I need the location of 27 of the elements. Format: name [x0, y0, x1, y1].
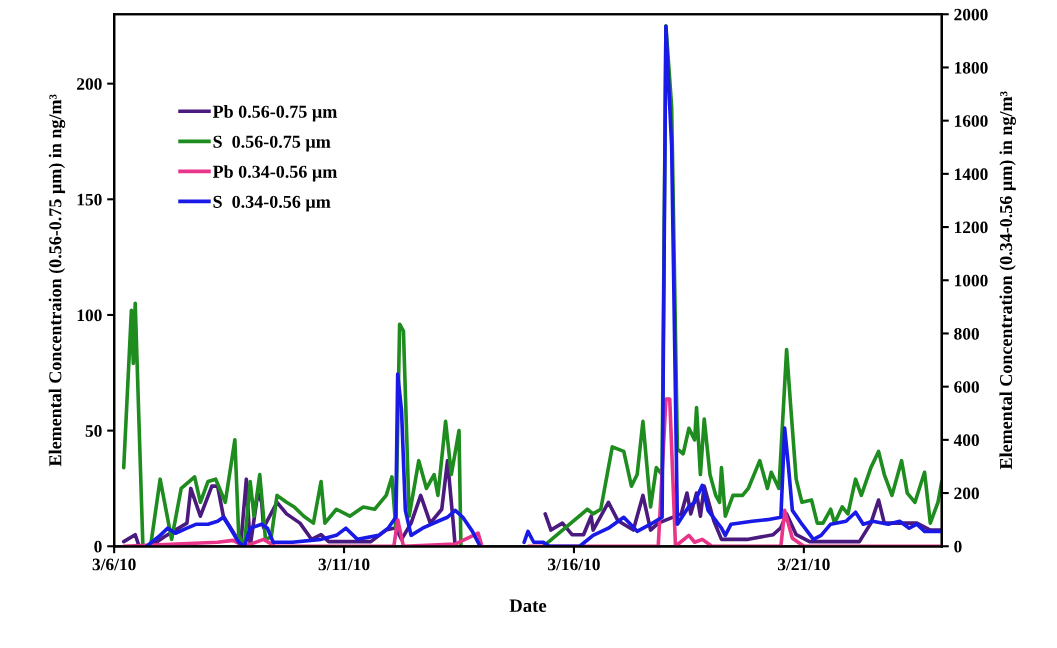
y2-tick-label: 1200 — [954, 221, 988, 234]
x-tick-label: 3/16/10 — [548, 558, 600, 571]
y2-tick-label: 2000 — [954, 8, 988, 21]
y2-tick-label: 800 — [954, 327, 979, 340]
y2-tick-label: 0 — [954, 540, 962, 553]
y2-axis-title: Elemental Concentration (0.34-0.56 µm) in ng/m³ — [999, 91, 1016, 470]
y-tick-label: 0 — [94, 540, 102, 553]
y-tick-label: 100 — [77, 309, 102, 322]
y-tick-label: 50 — [85, 425, 102, 437]
y2-tick-label: 1800 — [954, 61, 988, 74]
legend-label: S 0.34-0.56 µm — [213, 195, 331, 212]
y2-tick-label: 1000 — [954, 274, 988, 287]
y-tick-label: 150 — [77, 193, 102, 206]
y2-tick-label: 1400 — [954, 168, 988, 181]
y2-tick-label: 1600 — [954, 115, 988, 127]
x-tick-label: 3/21/10 — [777, 558, 830, 571]
x-tick-label: 3/6/10 — [92, 558, 136, 571]
y-tick-label: 200 — [77, 78, 102, 90]
y2-tick-label: 200 — [954, 487, 979, 500]
y2-tick-label: 400 — [953, 434, 979, 447]
y2-tick-label: 600 — [954, 381, 979, 393]
x-axis-title: Date — [509, 599, 547, 613]
legend-label: Pb 0.56-0.75 µm — [212, 105, 337, 122]
x-tick-label: 3/11/10 — [318, 558, 370, 571]
y-axis-title: Elemental Concentraion (0.56-0.75 µm) in ng/m³ — [48, 94, 66, 467]
legend-label: S 0.56-0.75 µm — [213, 135, 331, 152]
legend-label: Pb 0.34-0.56 µm — [212, 165, 337, 182]
